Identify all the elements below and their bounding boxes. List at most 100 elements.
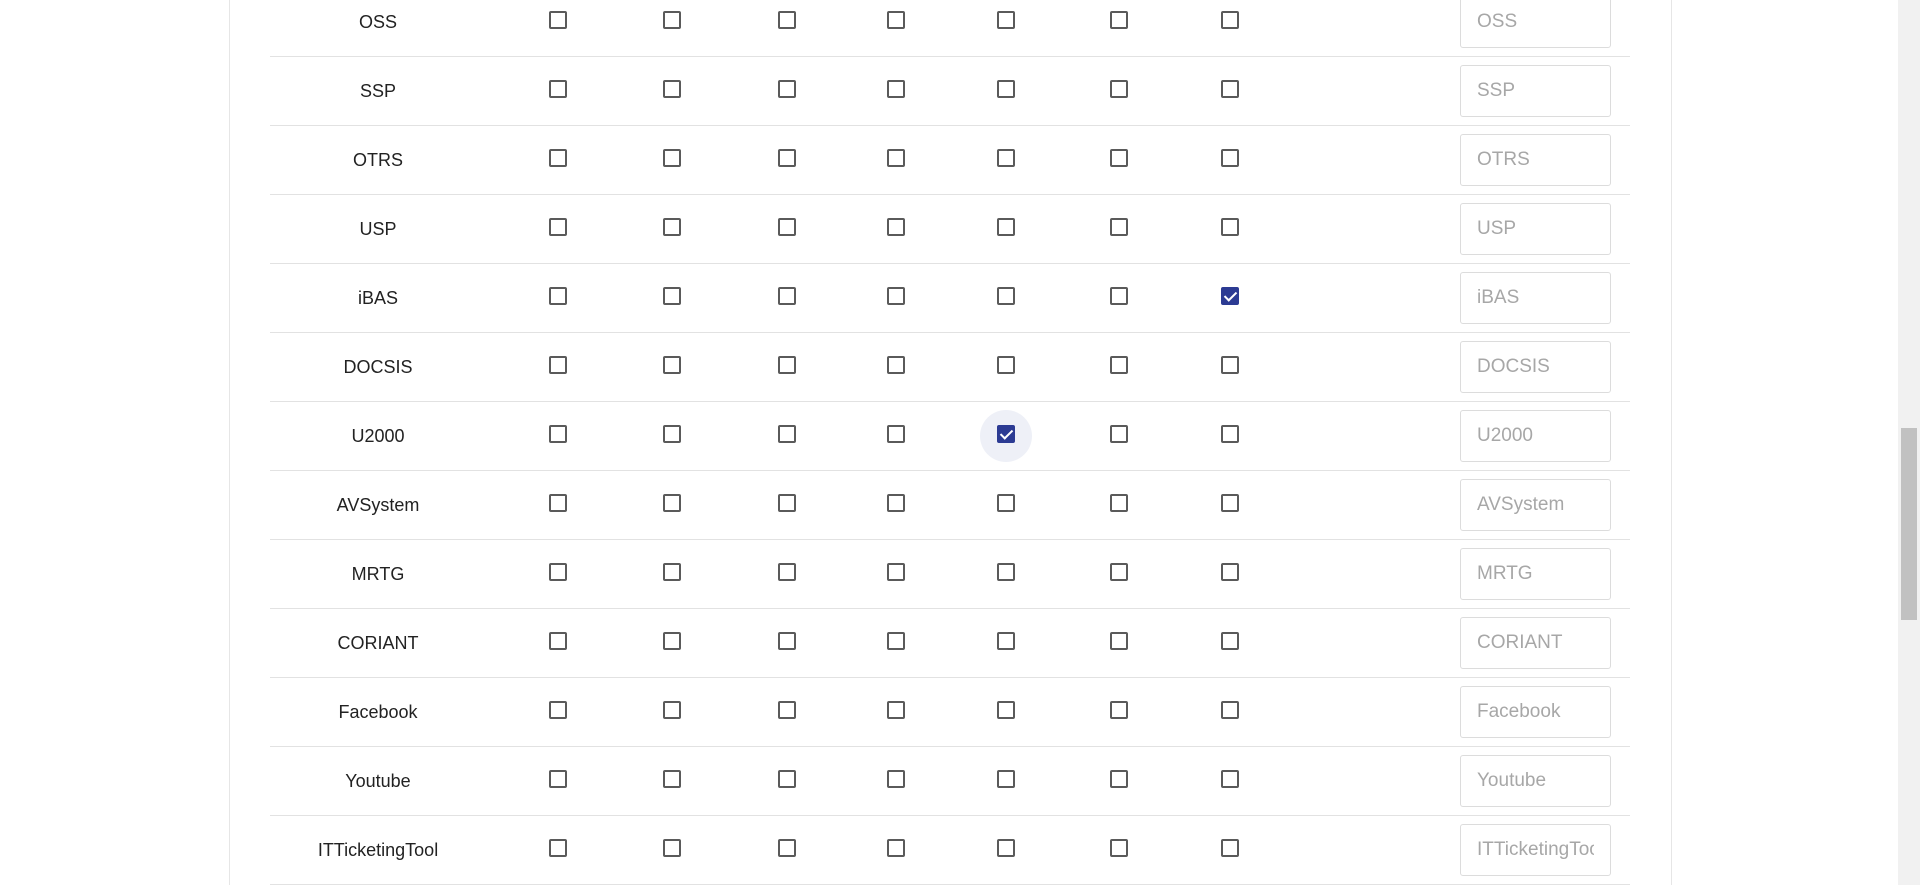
permission-checkbox[interactable] — [663, 11, 681, 29]
permission-checkbox[interactable] — [778, 563, 796, 581]
permission-checkbox[interactable] — [549, 632, 567, 650]
permission-checkbox[interactable] — [997, 701, 1015, 719]
permission-checkbox[interactable] — [663, 770, 681, 788]
permission-checkbox[interactable] — [1110, 149, 1128, 167]
permission-checkbox[interactable] — [1110, 632, 1128, 650]
permission-checkbox[interactable] — [1110, 80, 1128, 98]
permission-checkbox[interactable] — [663, 494, 681, 512]
alias-input[interactable] — [1460, 203, 1611, 255]
permission-checkbox[interactable] — [997, 563, 1015, 581]
alias-input[interactable] — [1460, 824, 1611, 876]
permission-checkbox[interactable] — [1110, 701, 1128, 719]
permission-checkbox[interactable] — [997, 11, 1015, 29]
alias-input[interactable] — [1460, 686, 1611, 738]
permission-checkbox[interactable] — [549, 425, 567, 443]
permission-checkbox[interactable] — [549, 563, 567, 581]
permission-checkbox[interactable] — [887, 11, 905, 29]
permission-checkbox[interactable] — [997, 770, 1015, 788]
permission-checkbox[interactable] — [1221, 425, 1239, 443]
permission-checkbox[interactable] — [549, 287, 567, 305]
permission-checkbox[interactable] — [887, 770, 905, 788]
permission-checkbox[interactable] — [549, 80, 567, 98]
alias-input[interactable] — [1460, 272, 1611, 324]
permission-checkbox[interactable] — [887, 494, 905, 512]
alias-input[interactable] — [1460, 410, 1611, 462]
permission-checkbox[interactable] — [663, 701, 681, 719]
permission-checkbox[interactable] — [549, 11, 567, 29]
permission-checkbox[interactable] — [1110, 770, 1128, 788]
permission-checkbox[interactable] — [549, 494, 567, 512]
alias-input[interactable] — [1460, 0, 1611, 48]
permission-checkbox[interactable] — [549, 356, 567, 374]
permission-checkbox[interactable] — [887, 356, 905, 374]
permission-checkbox[interactable] — [887, 149, 905, 167]
permission-checkbox[interactable] — [887, 218, 905, 236]
vertical-scrollbar[interactable] — [1898, 0, 1920, 885]
permission-checkbox[interactable] — [549, 839, 567, 857]
permission-checkbox[interactable] — [887, 80, 905, 98]
permission-checkbox[interactable] — [1110, 218, 1128, 236]
permission-checkbox[interactable] — [663, 632, 681, 650]
permission-checkbox[interactable] — [663, 356, 681, 374]
permission-checkbox[interactable] — [549, 149, 567, 167]
permission-checkbox[interactable] — [663, 80, 681, 98]
permission-checkbox[interactable] — [887, 632, 905, 650]
permission-checkbox[interactable] — [778, 218, 796, 236]
permission-checkbox[interactable] — [997, 839, 1015, 857]
permission-checkbox[interactable] — [663, 287, 681, 305]
permission-checkbox[interactable] — [549, 770, 567, 788]
permission-checkbox[interactable] — [1221, 701, 1239, 719]
permission-checkbox[interactable] — [887, 563, 905, 581]
permission-checkbox[interactable] — [1221, 356, 1239, 374]
permission-checkbox[interactable] — [1110, 11, 1128, 29]
permission-checkbox[interactable] — [778, 149, 796, 167]
permission-checkbox[interactable] — [778, 287, 796, 305]
permission-checkbox[interactable] — [887, 839, 905, 857]
alias-input[interactable] — [1460, 65, 1611, 117]
permission-checkbox[interactable] — [997, 80, 1015, 98]
permission-checkbox[interactable] — [778, 701, 796, 719]
alias-input[interactable] — [1460, 341, 1611, 393]
permission-checkbox[interactable] — [549, 218, 567, 236]
alias-input[interactable] — [1460, 479, 1611, 531]
permission-checkbox[interactable] — [663, 563, 681, 581]
permission-checkbox[interactable] — [997, 494, 1015, 512]
permission-checkbox[interactable] — [1110, 563, 1128, 581]
permission-checkbox[interactable] — [1221, 563, 1239, 581]
alias-input[interactable] — [1460, 134, 1611, 186]
permission-checkbox[interactable] — [1221, 494, 1239, 512]
permission-checkbox[interactable] — [1221, 632, 1239, 650]
permission-checkbox[interactable] — [1221, 770, 1239, 788]
permission-checkbox[interactable] — [1221, 839, 1239, 857]
permission-checkbox[interactable] — [1110, 287, 1128, 305]
permission-checkbox[interactable] — [778, 425, 796, 443]
permission-checkbox[interactable] — [887, 701, 905, 719]
alias-input[interactable] — [1460, 617, 1611, 669]
alias-input[interactable] — [1460, 755, 1611, 807]
permission-checkbox[interactable] — [997, 218, 1015, 236]
permission-checkbox[interactable] — [549, 701, 567, 719]
permission-checkbox[interactable] — [1110, 494, 1128, 512]
permission-checkbox[interactable] — [997, 425, 1015, 443]
permission-checkbox[interactable] — [997, 632, 1015, 650]
permission-checkbox[interactable] — [663, 218, 681, 236]
permission-checkbox[interactable] — [997, 287, 1015, 305]
permission-checkbox[interactable] — [1221, 80, 1239, 98]
permission-checkbox[interactable] — [778, 632, 796, 650]
alias-input[interactable] — [1460, 548, 1611, 600]
permission-checkbox[interactable] — [1221, 287, 1239, 305]
permission-checkbox[interactable] — [778, 80, 796, 98]
permission-checkbox[interactable] — [778, 839, 796, 857]
permission-checkbox[interactable] — [887, 425, 905, 443]
permission-checkbox[interactable] — [1221, 218, 1239, 236]
permission-checkbox[interactable] — [778, 11, 796, 29]
permission-checkbox[interactable] — [778, 770, 796, 788]
permission-checkbox[interactable] — [1110, 425, 1128, 443]
permission-checkbox[interactable] — [663, 149, 681, 167]
permission-checkbox[interactable] — [1110, 356, 1128, 374]
permission-checkbox[interactable] — [778, 356, 796, 374]
permission-checkbox[interactable] — [778, 494, 796, 512]
permission-checkbox[interactable] — [1110, 839, 1128, 857]
permission-checkbox[interactable] — [663, 425, 681, 443]
permission-checkbox[interactable] — [1221, 149, 1239, 167]
